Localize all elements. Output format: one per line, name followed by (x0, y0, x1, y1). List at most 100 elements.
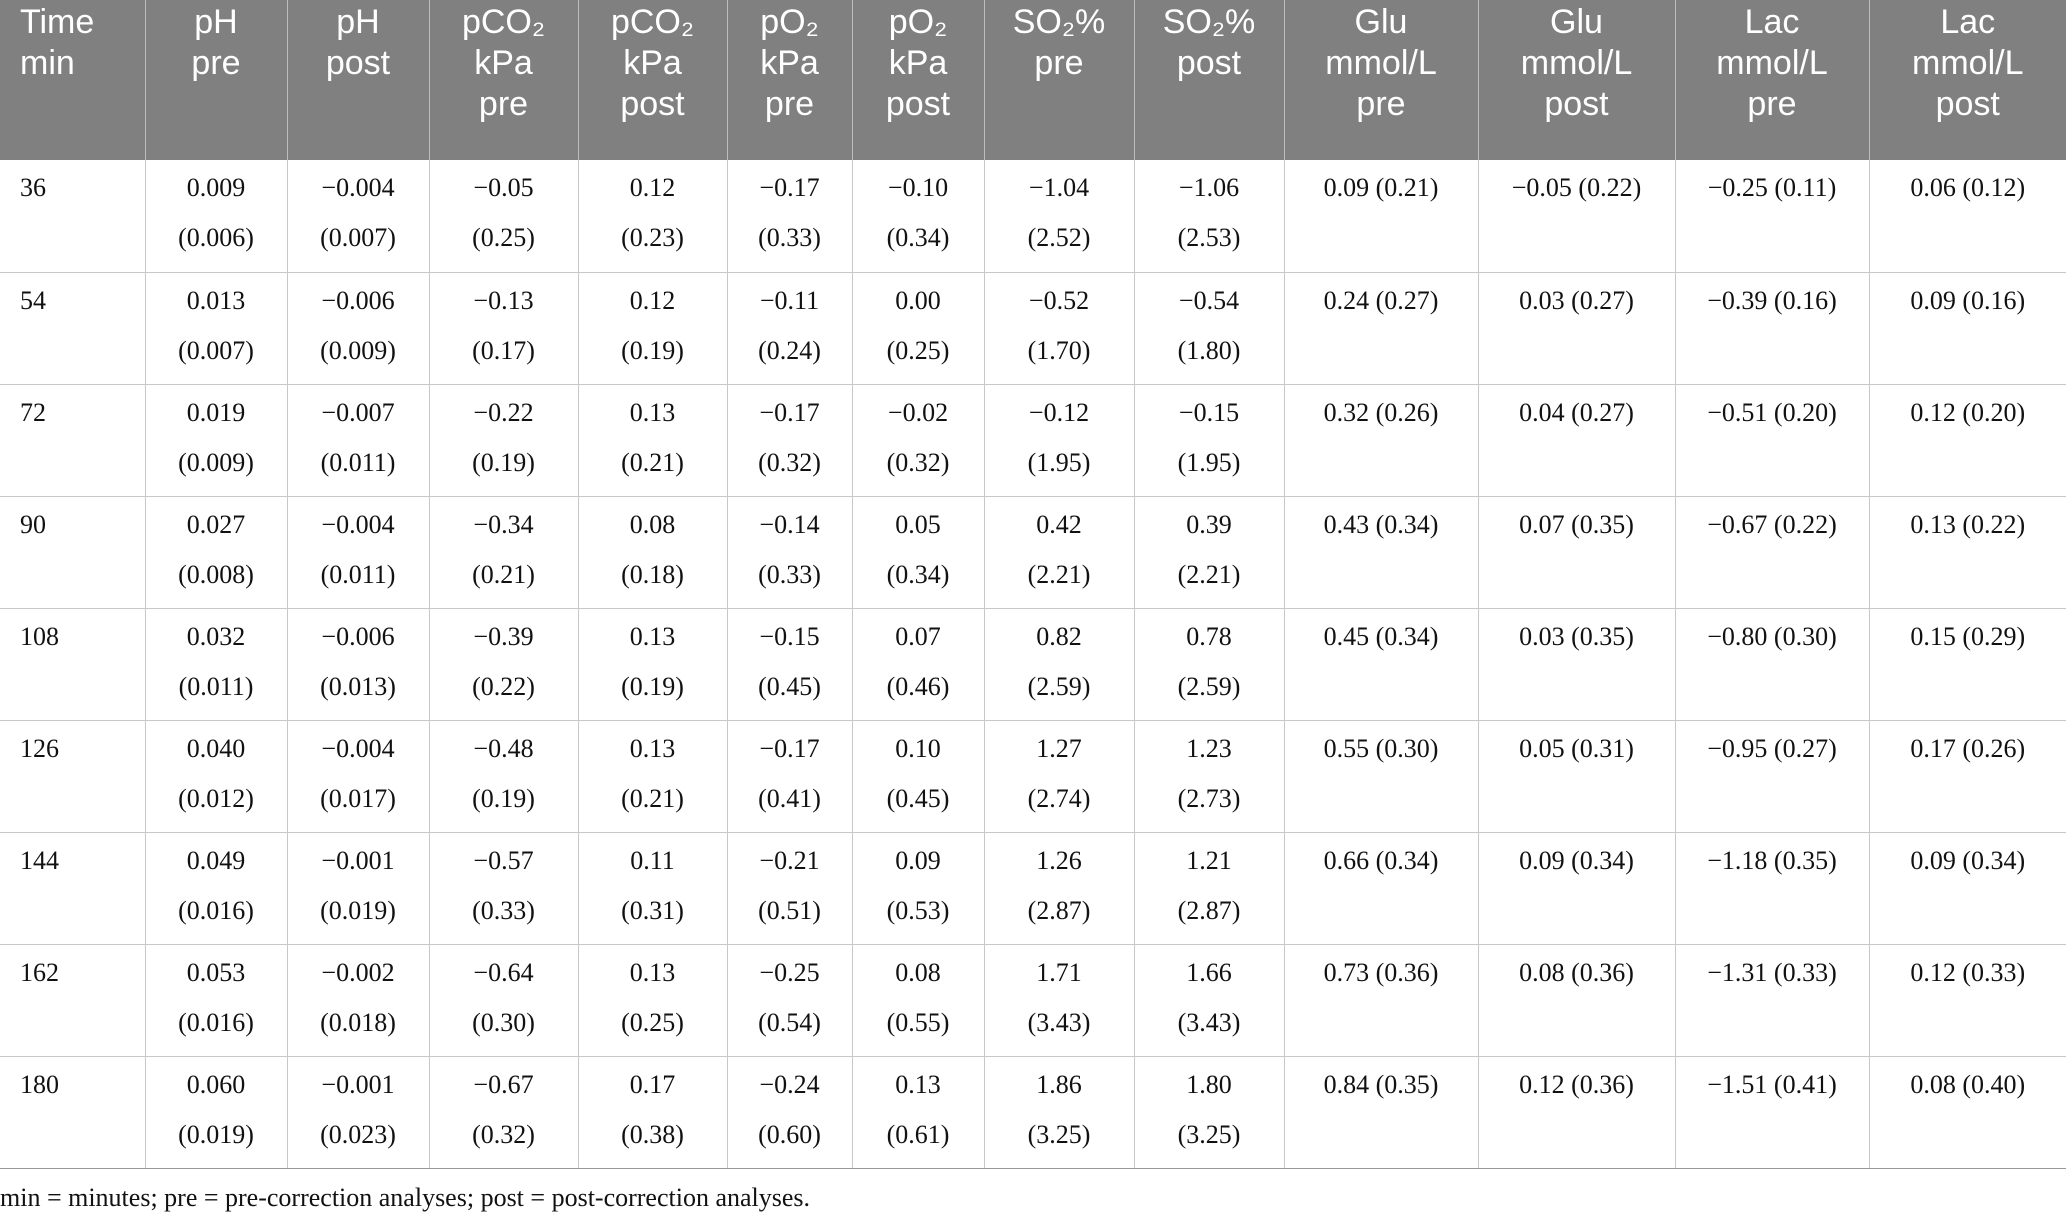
cell-text: 0.43 (0.34) (1323, 509, 1439, 539)
value-cell: −0.004 (0.017) (286, 720, 429, 833)
value-cell: 0.13 (0.25) (577, 944, 727, 1057)
value-cell: 0.03 (0.35) (1477, 608, 1675, 721)
value-cell: −0.05 (0.22) (1477, 160, 1675, 273)
cell-text: 0.07 (0.46) (886, 621, 950, 701)
value-cell: 0.13 (0.61) (851, 1056, 984, 1169)
column-header: pCO₂ kPa post (577, 0, 727, 160)
cell-text: 0.08 (0.40) (1910, 1069, 2026, 1099)
value-cell: 0.12 (0.20) (1868, 384, 2066, 497)
cell-text: −0.21 (0.51) (758, 845, 821, 925)
cell-text: −1.51 (0.41) (1707, 1069, 1837, 1099)
footnote: min = minutes; pre = pre-correction anal… (0, 1182, 811, 1212)
header-line: mmol/L (1912, 44, 2024, 82)
cell-text: −0.15 (1.95) (1177, 397, 1241, 477)
cell-text: 0.019 (0.009) (178, 397, 254, 477)
value-cell: 0.10 (0.45) (851, 720, 984, 833)
value-cell: 0.15 (0.29) (1868, 608, 2066, 721)
value-cell: 0.05 (0.34) (851, 496, 984, 609)
value-cell: 0.12 (0.36) (1477, 1056, 1675, 1169)
value-cell: 0.04 (0.27) (1477, 384, 1675, 497)
value-cell: −0.34 (0.21) (428, 496, 578, 609)
value-cell: 0.032 (0.011) (144, 608, 287, 721)
value-cell: −0.006 (0.009) (286, 272, 429, 385)
cell-text: 162 (20, 957, 59, 987)
value-cell: 1.66 (3.43) (1133, 944, 1284, 1057)
time-cell: 54 (0, 272, 145, 385)
value-cell: −0.15 (0.45) (726, 608, 852, 721)
value-cell: −0.39 (0.16) (1674, 272, 1869, 385)
value-cell: 0.11 (0.31) (577, 832, 727, 945)
time-cell: 108 (0, 608, 145, 721)
cell-text: −0.34 (0.21) (472, 509, 535, 589)
column-header: Glu mmol/L pre (1283, 0, 1478, 160)
cell-text: 0.08 (0.18) (621, 509, 684, 589)
cell-text: 0.04 (0.27) (1519, 397, 1634, 427)
value-cell: −0.17 (0.33) (726, 160, 852, 273)
column-header: Lac mmol/L post (1868, 0, 2066, 160)
cell-text: −0.10 (0.34) (886, 173, 950, 252)
value-cell: −0.006 (0.013) (286, 608, 429, 721)
column-header: pO₂ kPa pre (726, 0, 852, 160)
value-cell: −0.05 (0.25) (428, 160, 578, 273)
header-line: pO₂ (760, 3, 819, 41)
header-line: pCO₂ (461, 3, 546, 41)
cell-text: 1.66 (3.43) (1177, 957, 1241, 1037)
header-line: SO₂% (1012, 3, 1106, 41)
header-line: pre (764, 85, 815, 123)
value-cell: 0.12 (0.19) (577, 272, 727, 385)
cell-text: 0.09 (0.16) (1910, 285, 2026, 315)
value-cell: −0.14 (0.33) (726, 496, 852, 609)
header-line: post (325, 44, 391, 82)
header-line: Glu (1550, 3, 1603, 41)
value-cell: 0.05 (0.31) (1477, 720, 1675, 833)
cell-text: 0.13 (0.25) (621, 957, 684, 1037)
cell-text: −0.006 (0.013) (320, 621, 396, 701)
cell-text: −0.52 (1.70) (1027, 285, 1091, 365)
cell-text: 0.78 (2.59) (1177, 621, 1241, 701)
cell-text: −0.001 (0.019) (320, 845, 396, 925)
header-line: kPa (474, 44, 533, 82)
header-line: mmol/L (1716, 44, 1828, 82)
cell-text: −0.24 (0.60) (758, 1069, 821, 1149)
cell-text: 126 (20, 733, 59, 763)
table-row: 36 0.009 (0.006) −0.004 (0.007) −0.05 (0.25… (0, 160, 2066, 273)
header-line: post (1544, 85, 1609, 123)
value-cell: 1.27 (2.74) (983, 720, 1134, 833)
value-cell: −0.13 (0.17) (428, 272, 578, 385)
table-row: 144 0.049 (0.016) −0.001 (0.019) −0.57 (0.3… (0, 832, 2066, 945)
cell-text: −0.39 (0.22) (472, 621, 535, 701)
value-cell: −0.001 (0.023) (286, 1056, 429, 1169)
value-cell: 0.09 (0.34) (1868, 832, 2066, 945)
value-cell: −0.11 (0.24) (726, 272, 852, 385)
time-cell: 180 (0, 1056, 145, 1169)
cell-text: 108 (20, 621, 59, 651)
value-cell: −0.004 (0.011) (286, 496, 429, 609)
value-cell: 0.13 (0.19) (577, 608, 727, 721)
cell-text: −0.17 (0.32) (758, 397, 821, 477)
cell-text: 0.09 (0.34) (1910, 845, 2026, 875)
cell-text: 0.39 (2.21) (1177, 509, 1241, 589)
value-cell: −0.51 (0.20) (1674, 384, 1869, 497)
value-cell: −0.39 (0.22) (428, 608, 578, 721)
header-line: pre (1747, 85, 1797, 123)
cell-text: 0.32 (0.26) (1323, 397, 1439, 427)
header-line: Lac (1744, 3, 1800, 41)
value-cell: 0.84 (0.35) (1283, 1056, 1478, 1169)
cell-text: 0.05 (0.34) (886, 509, 950, 589)
cell-text: −1.31 (0.33) (1707, 957, 1837, 987)
cell-text: 0.06 (0.12) (1910, 173, 2026, 202)
table-row: 180 0.060 (0.019) −0.001 (0.023) −0.67 (0.3… (0, 1056, 2066, 1169)
cell-text: −0.14 (0.33) (758, 509, 821, 589)
cell-text: −0.25 (0.54) (758, 957, 821, 1037)
value-cell: −0.001 (0.019) (286, 832, 429, 945)
cell-text: 0.13 (0.19) (621, 621, 684, 701)
time-cell: 36 (0, 160, 145, 273)
cell-text: 0.17 (0.26) (1910, 733, 2026, 763)
value-cell: 0.019 (0.009) (144, 384, 287, 497)
header-line: post (885, 85, 951, 123)
value-cell: 0.013 (0.007) (144, 272, 287, 385)
cell-text: −0.54 (1.80) (1177, 285, 1241, 365)
cell-text: −0.64 (0.30) (472, 957, 535, 1037)
column-header: pH post (286, 0, 429, 160)
cell-text: 0.12 (0.23) (621, 173, 684, 252)
